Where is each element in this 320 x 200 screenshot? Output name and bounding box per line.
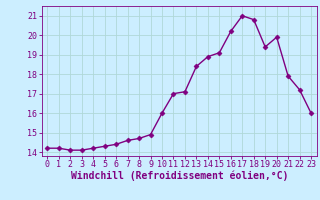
X-axis label: Windchill (Refroidissement éolien,°C): Windchill (Refroidissement éolien,°C) <box>70 171 288 181</box>
